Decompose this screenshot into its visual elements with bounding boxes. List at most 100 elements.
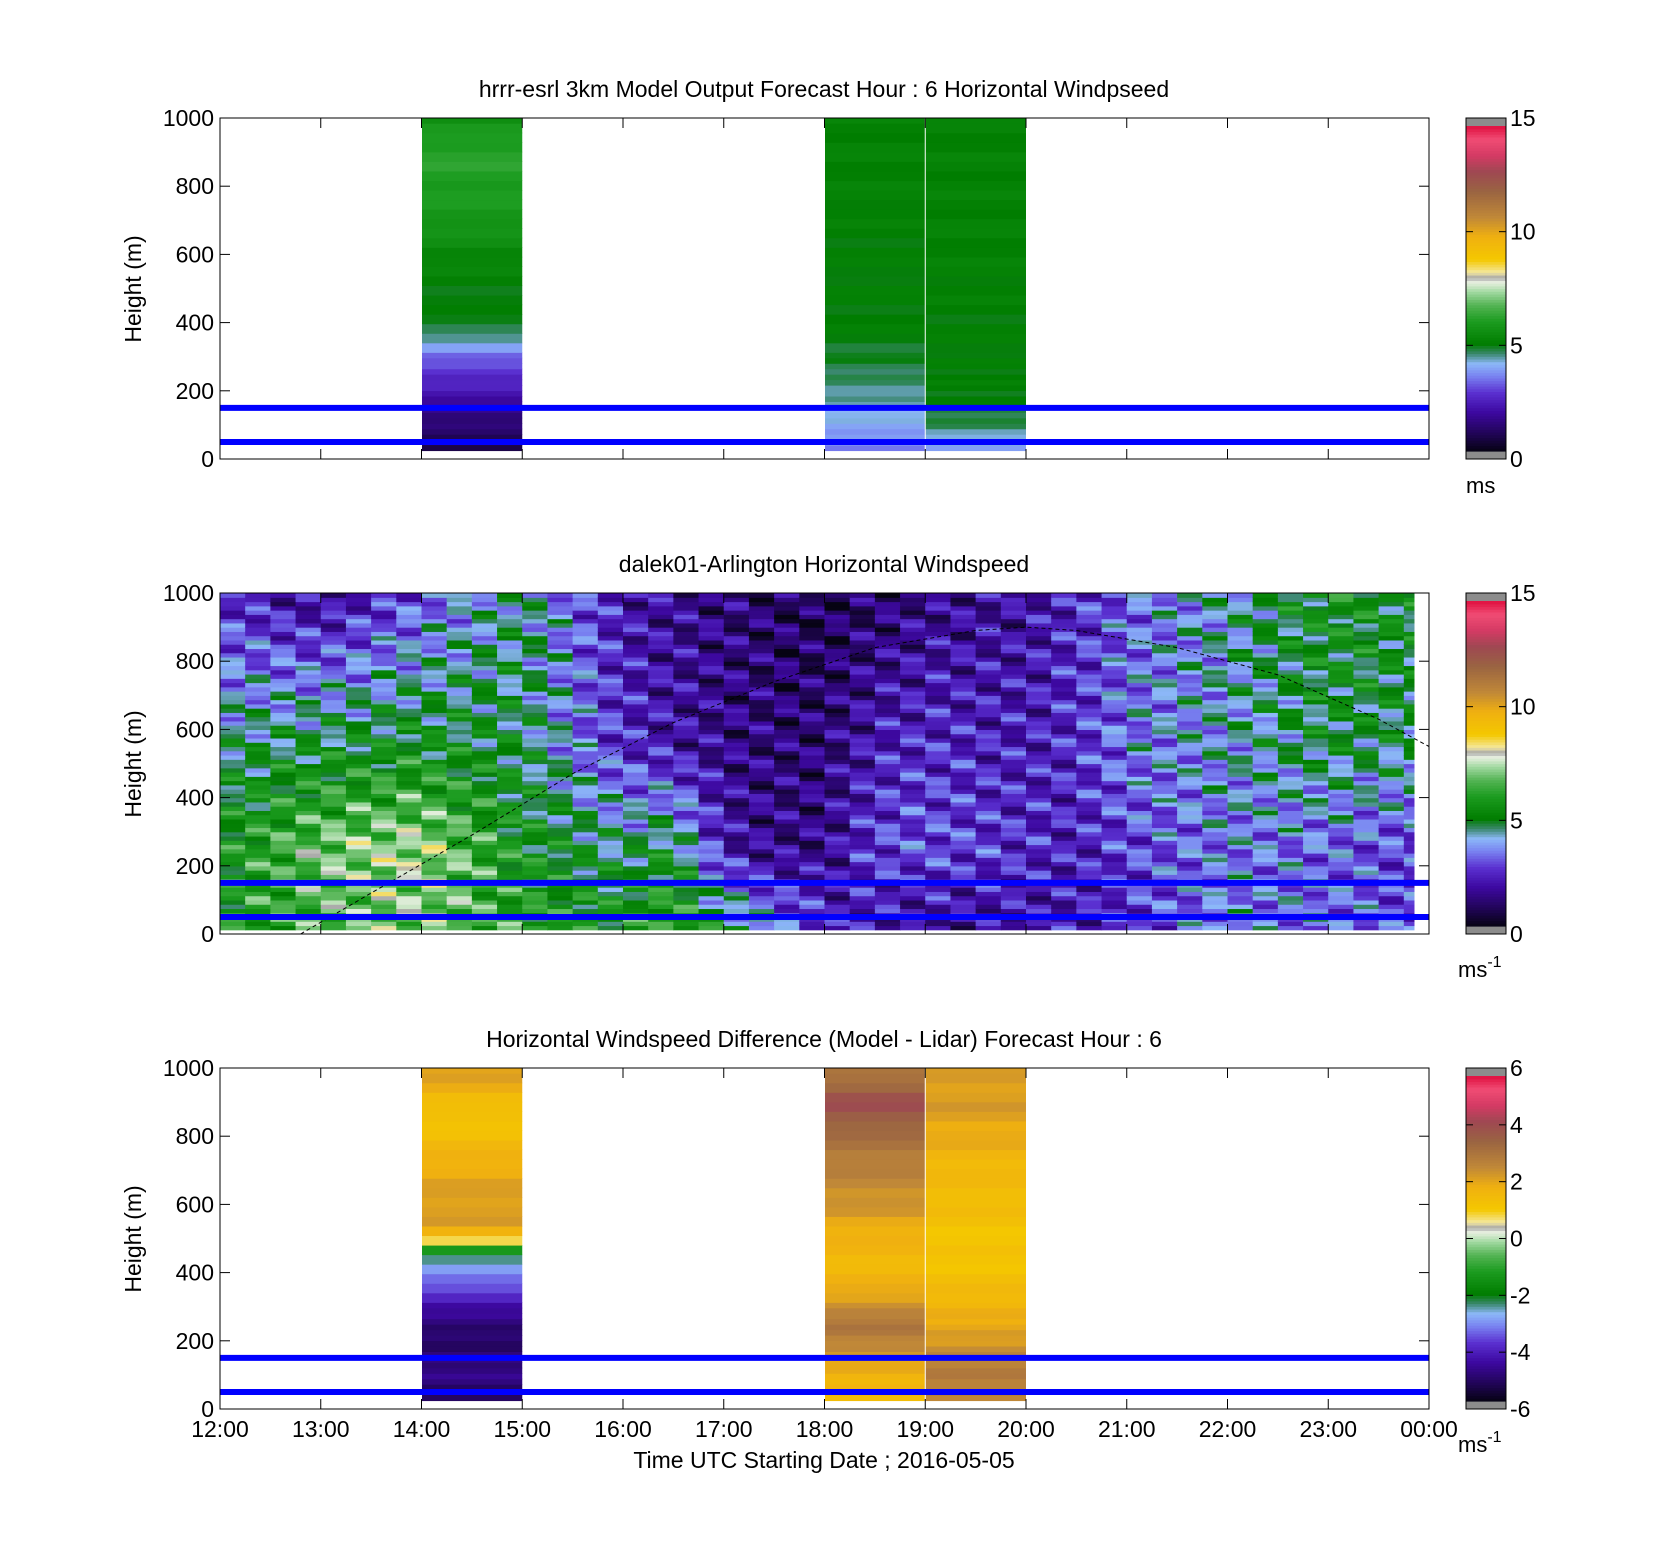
- heatmap-cell: [270, 801, 297, 807]
- heatmap-cell: [698, 635, 725, 641]
- heatmap-cell: [572, 840, 599, 846]
- colorbar-segment: [1466, 644, 1506, 648]
- colorbar-segment: [1466, 321, 1506, 325]
- heatmap-cell: [648, 669, 674, 675]
- colorbar-segment: [1466, 863, 1506, 868]
- heatmap-cell: [245, 627, 271, 632]
- heatmap-cell: [345, 750, 372, 756]
- heatmap-cell: [522, 678, 549, 684]
- heatmap-cell: [371, 891, 397, 897]
- heatmap-cell: [623, 622, 649, 628]
- heatmap-cell: [648, 861, 674, 867]
- heatmap-cell: [471, 797, 498, 803]
- heatmap-cell: [421, 703, 448, 709]
- heatmap-cell: [774, 695, 800, 701]
- heatmap-cell: [1328, 639, 1355, 645]
- heatmap-cell: [1378, 776, 1405, 782]
- heatmap-cell: [673, 874, 700, 880]
- heatmap-cell: [522, 720, 549, 726]
- heatmap-cell: [799, 870, 826, 875]
- heatmap-cell: [623, 610, 649, 615]
- heatmap-cell: [1177, 776, 1203, 782]
- heatmap-cell: [748, 648, 775, 654]
- heatmap-cell: [824, 703, 851, 709]
- heatmap-cell: [950, 699, 977, 705]
- heatmap-cell: [975, 712, 1002, 718]
- colorbar-segment: [1466, 660, 1506, 664]
- heatmap-cell: [1051, 754, 1077, 760]
- heatmap-cell: [950, 618, 977, 624]
- heatmap-cell: [849, 784, 876, 790]
- heatmap-cell: [572, 652, 599, 658]
- heatmap-cell: [497, 631, 523, 637]
- heatmap-cell: [320, 848, 347, 854]
- heatmap-cell: [1303, 759, 1329, 765]
- heatmap-cell: [774, 797, 800, 803]
- heatmap-cell: [925, 1178, 1026, 1189]
- heatmap-cell: [623, 597, 649, 603]
- heatmap-cell: [371, 874, 397, 880]
- heatmap-cell: [1328, 729, 1355, 735]
- heatmap-cell: [421, 861, 448, 867]
- heatmap-cell: [975, 848, 1002, 854]
- heatmap-cell: [900, 797, 926, 803]
- heatmap-cell: [774, 840, 800, 846]
- heatmap-cell: [900, 661, 926, 667]
- colorbar-over: [1466, 1068, 1506, 1076]
- heatmap-cell: [371, 823, 397, 829]
- heatmap-cell: [396, 610, 423, 615]
- heatmap-cell: [1026, 844, 1052, 850]
- heatmap-cell: [1303, 865, 1329, 871]
- heatmap-cell: [1328, 772, 1355, 777]
- heatmap-cell: [320, 908, 347, 914]
- heatmap-cell: [446, 682, 473, 688]
- heatmap-cell: [1076, 635, 1103, 641]
- heatmap-cell: [950, 870, 977, 875]
- heatmap-cell: [1227, 780, 1254, 786]
- colorbar-segment: [1466, 1230, 1506, 1234]
- heatmap-cell: [1051, 801, 1077, 807]
- heatmap-cell: [824, 1092, 926, 1103]
- heatmap-cell: [1403, 780, 1415, 786]
- heatmap-cell: [748, 831, 775, 837]
- colorbar-segment: [1466, 1349, 1506, 1353]
- heatmap-cell: [975, 644, 1002, 650]
- heatmap-cell: [471, 750, 498, 756]
- heatmap-cell: [1000, 759, 1027, 765]
- heatmap-cell: [547, 729, 574, 735]
- heatmap-cell: [874, 746, 901, 752]
- heatmap-cell: [371, 678, 397, 684]
- heatmap-cell: [1403, 904, 1415, 910]
- heatmap-cell: [975, 835, 1002, 841]
- heatmap-cell: [723, 746, 750, 752]
- heatmap-cell: [1403, 865, 1415, 871]
- heatmap-cell: [597, 801, 624, 807]
- heatmap-cell: [1378, 853, 1405, 858]
- heatmap-cell: [1227, 827, 1254, 833]
- heatmap-cell: [1126, 593, 1153, 598]
- heatmap-cell: [1378, 691, 1405, 696]
- heatmap-cell: [1277, 708, 1304, 713]
- heatmap-cell: [220, 844, 246, 850]
- heatmap-cell: [522, 784, 549, 790]
- heatmap-cell: [245, 656, 271, 662]
- heatmap-cell: [446, 895, 473, 901]
- heatmap-cell: [648, 887, 674, 892]
- heatmap-cell: [975, 618, 1002, 624]
- heatmap-cell: [623, 891, 649, 897]
- heatmap-cell: [320, 737, 347, 743]
- heatmap-cell: [522, 925, 549, 931]
- heatmap-cell: [849, 733, 876, 739]
- heatmap-cell: [849, 899, 876, 905]
- heatmap-cell: [446, 823, 473, 829]
- heatmap-cell: [522, 648, 549, 654]
- heatmap-cell: [673, 691, 700, 696]
- heatmap-cell: [597, 870, 624, 875]
- heatmap-cell: [1026, 857, 1052, 863]
- heatmap-cell: [1101, 652, 1128, 658]
- colorbar-segment: [1466, 131, 1506, 135]
- heatmap-cell: [1403, 627, 1415, 632]
- heatmap-cell: [1328, 737, 1355, 743]
- heatmap-cell: [1252, 691, 1279, 696]
- heatmap-cell: [1000, 610, 1027, 615]
